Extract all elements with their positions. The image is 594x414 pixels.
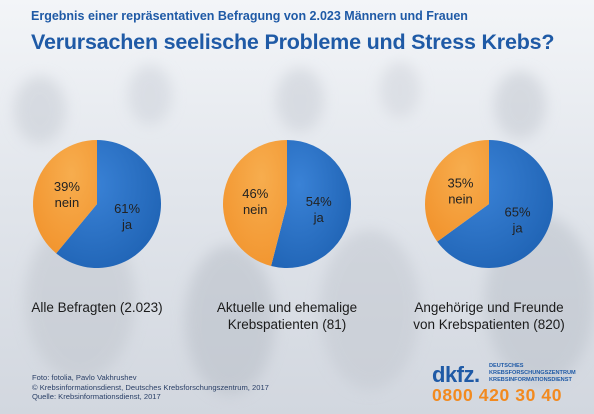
pie-percent-label: 65% (504, 205, 530, 220)
pie-slice-ja (437, 140, 553, 269)
dkfz-organization-name: DEUTSCHES KREBSFORSCHUNGSZENTRUM KREBSIN… (489, 363, 576, 383)
chart-subtitle: Ergebnis einer repräsentativen Befragung… (31, 9, 468, 23)
pie-category-label: ja (121, 217, 133, 232)
pie-slice-ja (56, 140, 161, 268)
source-credits: Foto: fotolia, Pavlo Vakhrushev © Krebsi… (32, 373, 269, 402)
pie-slice-nein (33, 140, 97, 254)
pie-slice-nein (223, 140, 287, 266)
pie-category-label: ja (511, 221, 523, 236)
chart-title: Verursachen seelische Probleme und Stres… (31, 30, 555, 54)
dkfz-logo: dkfz. (432, 362, 480, 387)
pie-percent-label: 61% (114, 201, 140, 216)
pie-percent-label: 35% (447, 175, 473, 190)
pie-percent-label: 39% (54, 179, 80, 194)
pie-category-label: nein (243, 202, 268, 217)
pie-category-label: nein (55, 195, 80, 210)
pie-percent-label: 54% (306, 194, 332, 209)
pie-caption-cancer-patients: Aktuelle und ehemalige Krebspatienten (8… (216, 300, 358, 332)
pie-slice-ja (271, 140, 352, 268)
pie-caption-relatives-friends: Angehörige und Freunde von Krebspatiente… (413, 300, 565, 332)
pie-category-label: nein (448, 191, 473, 206)
pie-caption-all-respondents: Alle Befragten (2.023) (31, 300, 163, 315)
hotline-phone-number: 0800 420 30 40 (432, 385, 563, 405)
pie-category-label: ja (313, 210, 325, 225)
pie-slice-nein (425, 140, 489, 242)
pie-percent-label: 46% (242, 186, 268, 201)
